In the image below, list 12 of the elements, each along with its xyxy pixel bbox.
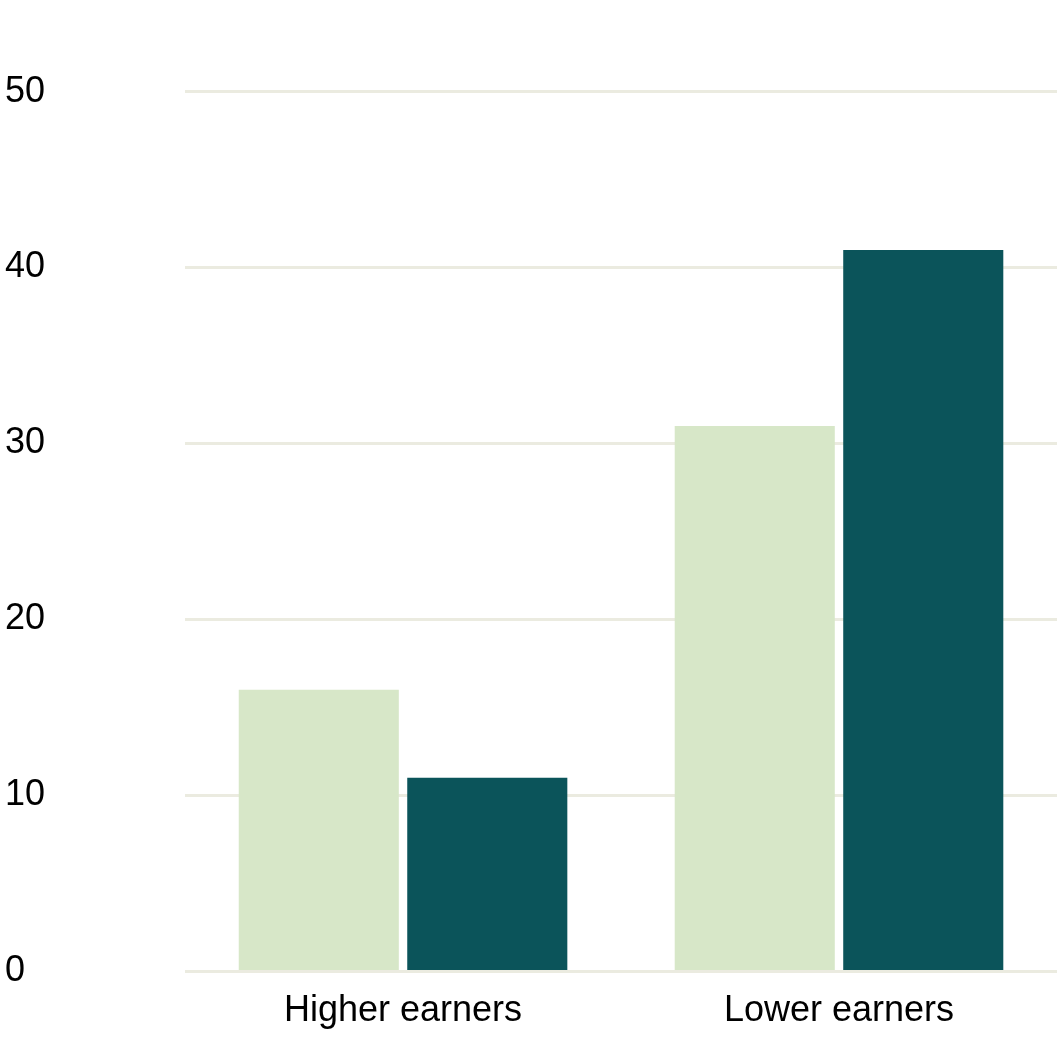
y-tick-label: 40: [5, 244, 46, 286]
bar: [407, 777, 568, 970]
y-tick-label: 0: [5, 948, 26, 990]
y-tick-label: 10: [5, 772, 46, 814]
y-tick-label: 30: [5, 420, 46, 462]
bar: [674, 425, 835, 970]
y-tick-label: 20: [5, 596, 46, 638]
x-tick-label: Lower earners: [723, 987, 955, 1029]
bar: [843, 249, 1004, 970]
x-tick-label: Higher earners: [283, 987, 523, 1029]
bar: [238, 689, 399, 970]
y-tick-label: 50: [5, 68, 46, 110]
